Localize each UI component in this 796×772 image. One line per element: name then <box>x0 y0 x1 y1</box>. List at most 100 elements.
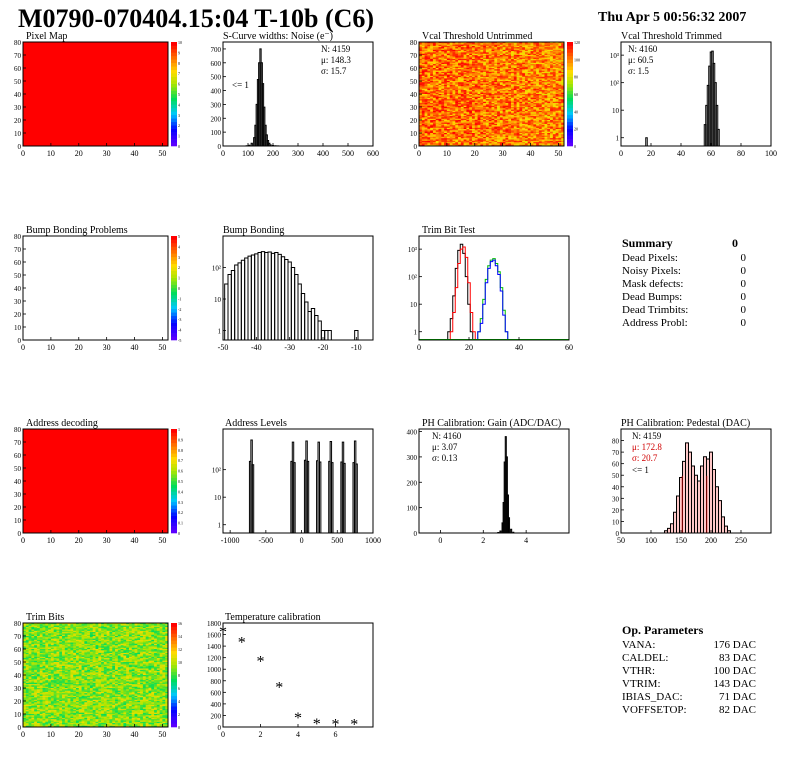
heatmap-cell <box>460 86 464 88</box>
heatmap-cell <box>552 90 556 92</box>
heatmap-cell <box>530 70 534 73</box>
heatmap-cell <box>491 68 495 70</box>
heatmap-cell <box>446 69 450 71</box>
heatmap-cell <box>162 625 166 628</box>
heatmap-cell <box>497 103 501 105</box>
heatmap-cell <box>488 122 492 125</box>
heatmap-cell <box>427 57 431 60</box>
heatmap-cell <box>508 96 512 99</box>
ph-pedestal-chart: PH Calibration: Pedestal (DAC) N: 4159 μ… <box>612 418 772 545</box>
heatmap-cell <box>541 92 545 95</box>
heatmap-cell <box>463 140 467 143</box>
heatmap-cell <box>558 56 562 58</box>
y-tick-label: 60 <box>14 65 22 73</box>
heatmap-cell <box>432 94 437 96</box>
heatmap-cell <box>547 110 551 113</box>
heatmap-cell <box>458 131 462 134</box>
heatmap-cell <box>432 51 437 53</box>
heatmap-cell <box>555 95 559 97</box>
heatmap-cell <box>424 138 428 140</box>
heatmap-cell <box>421 103 425 105</box>
heatmap-cell <box>502 133 506 135</box>
heatmap-cell <box>530 112 534 114</box>
heatmap-cell <box>460 140 464 143</box>
heatmap-cell <box>458 52 462 54</box>
heatmap-cell <box>544 86 548 88</box>
heatmap-cell <box>502 88 506 91</box>
heatmap-cell <box>427 74 431 77</box>
palette-band <box>171 66 177 71</box>
heatmap-cell <box>536 58 540 61</box>
heatmap-cell <box>505 83 509 86</box>
heatmap-cell <box>474 43 478 45</box>
heatmap-cell <box>491 47 495 49</box>
heatmap-cell <box>449 118 453 121</box>
heatmap-cell <box>427 123 431 126</box>
heatmap-cell <box>477 117 481 119</box>
x-tick-label: 10 <box>47 149 55 158</box>
heatmap-cell <box>527 62 531 65</box>
heatmap-cell <box>502 51 506 53</box>
heatmap-cell <box>550 91 554 93</box>
heatmap-cell <box>527 114 531 117</box>
heatmap-cell <box>524 136 529 139</box>
heatmap-cell <box>435 105 439 108</box>
heatmap-cell <box>522 99 526 101</box>
heatmap-cell <box>432 86 437 88</box>
heatmap-cell <box>419 55 423 57</box>
heatmap-cell <box>527 74 531 77</box>
heatmap-cell <box>430 139 434 142</box>
heatmap-cell <box>547 122 551 125</box>
heatmap-cell <box>427 87 431 90</box>
heatmap-cell <box>502 74 506 77</box>
heatmap-cell <box>561 44 565 47</box>
heatmap-cell <box>480 94 484 96</box>
heatmap-cell <box>524 114 529 117</box>
heatmap-cell <box>511 52 515 54</box>
heatmap-cell <box>544 62 548 65</box>
heatmap-cell <box>438 121 442 123</box>
heatmap-cell <box>555 87 559 90</box>
heatmap-cell <box>527 140 531 143</box>
heatmap-cell <box>438 77 442 79</box>
heatmap-cell <box>56 624 60 626</box>
heatmap-cell <box>444 43 448 45</box>
heatmap-cell <box>516 53 520 56</box>
heatmap-cell <box>508 69 512 71</box>
heatmap-cell <box>508 57 512 60</box>
heatmap-cell <box>485 130 490 132</box>
heatmap-cell <box>424 109 428 112</box>
heatmap-cell <box>555 52 559 54</box>
heatmap-cell <box>555 104 559 106</box>
heatmap-cell <box>452 79 456 82</box>
heatmap-cell <box>474 84 478 87</box>
heatmap-cell <box>544 68 548 70</box>
heatmap-cell <box>480 125 484 127</box>
heatmap-cell <box>555 136 559 139</box>
heatmap-cell <box>536 91 540 93</box>
heatmap-cell <box>474 122 478 125</box>
heatmap-cell <box>432 90 437 92</box>
heatmap-cell <box>519 84 523 87</box>
heatmap-cell <box>474 123 478 126</box>
heatmap-cell <box>536 127 540 130</box>
heatmap-cell <box>460 70 464 73</box>
heatmap-cell <box>511 113 515 116</box>
heatmap-cell <box>466 122 470 125</box>
heatmap-cell <box>538 135 542 138</box>
heatmap-cell <box>491 133 495 135</box>
heatmap-cell <box>419 105 423 108</box>
heatmap-cell <box>499 71 503 74</box>
heatmap-cell <box>491 69 495 71</box>
heatmap-cell <box>527 122 531 125</box>
heatmap-cell <box>519 64 523 66</box>
heatmap-cell <box>471 96 476 99</box>
histogram <box>664 442 731 534</box>
heatmap-cell <box>455 99 459 101</box>
palette-band <box>171 125 177 129</box>
palette-band <box>567 48 573 53</box>
heatmap-cell <box>444 65 448 67</box>
heatmap-cell <box>452 139 456 142</box>
heatmap-cell <box>497 109 501 112</box>
heatmap-cell <box>441 49 445 52</box>
